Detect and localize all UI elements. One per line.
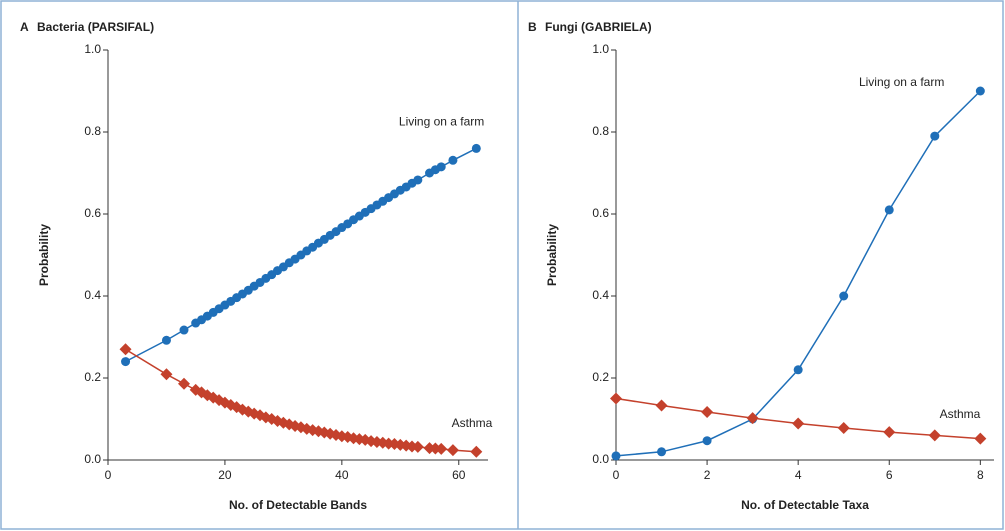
y-axis-label: Probability [37,224,51,286]
y-tick-label: 0.0 [84,452,101,466]
marker [435,442,448,455]
marker [121,357,131,367]
y-tick-label: 1.0 [592,42,609,56]
x-axis-label: No. of Detectable Bands [229,498,367,512]
marker [701,406,714,419]
y-tick-label: 0.8 [84,124,101,138]
y-tick-label: 0.8 [592,124,609,138]
marker [655,399,668,412]
marker [930,131,940,141]
panel-title: Bacteria (PARSIFAL) [37,20,154,34]
x-tick-label: 4 [795,468,802,482]
marker [837,422,850,435]
y-tick-label: 0.6 [84,206,101,220]
marker [413,175,423,185]
marker [657,447,667,457]
panel-title: Fungi (GABRIELA) [545,20,652,34]
marker [448,155,458,165]
y-tick-label: 0.4 [84,288,101,302]
y-axis-label: Probability [545,224,559,286]
marker [792,417,805,430]
y-tick-label: 0.6 [592,206,609,220]
x-tick-label: 2 [704,468,711,482]
marker [436,162,446,172]
marker [411,440,424,453]
y-tick-label: 1.0 [84,42,101,56]
series-label: Asthma [940,407,981,421]
y-tick-label: 0.0 [592,452,609,466]
marker [746,412,759,425]
marker [839,291,849,301]
marker [160,368,173,381]
marker [928,429,941,442]
marker [179,325,189,335]
marker [974,432,987,445]
y-tick-label: 0.2 [84,370,101,384]
x-axis-label: No. of Detectable Taxa [741,498,869,512]
marker [610,392,622,405]
y-tick-label: 0.2 [592,370,609,384]
marker [611,451,621,461]
panel-letter: B [528,20,537,34]
marker [975,86,985,96]
x-tick-label: 8 [977,468,984,482]
x-tick-label: 40 [335,468,349,482]
marker [793,365,803,375]
series-label: Asthma [452,416,493,430]
marker [178,377,190,390]
marker [119,343,132,356]
marker [883,426,896,439]
marker [884,205,894,215]
x-tick-label: 0 [105,468,112,482]
panel-letter: A [20,20,29,34]
x-tick-label: 20 [218,468,232,482]
marker [161,335,171,345]
marker [471,143,481,153]
marker [702,436,712,446]
marker [446,444,459,457]
x-tick-label: 0 [613,468,620,482]
x-tick-label: 6 [886,468,893,482]
marker [470,445,483,458]
series-label: Living on a farm [859,75,944,89]
series-label: Living on a farm [399,115,484,129]
y-tick-label: 0.4 [592,288,609,302]
x-tick-label: 60 [452,468,466,482]
